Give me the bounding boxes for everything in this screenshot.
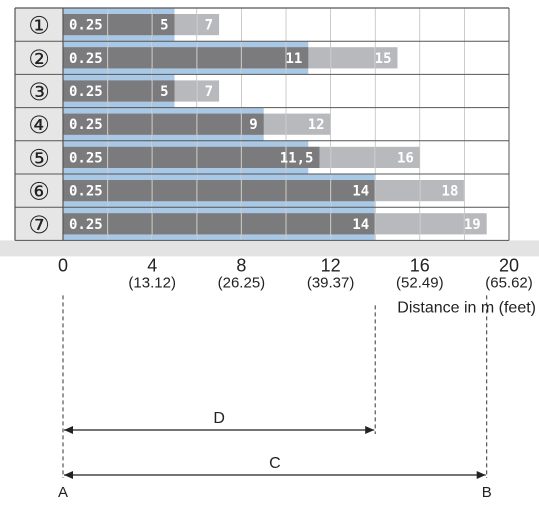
min-range-label-1: 0.25	[69, 18, 103, 34]
min-range-label-3: 0.25	[69, 84, 103, 100]
row-label-5: ⑤	[28, 144, 50, 172]
reference-point-A: A	[58, 484, 68, 501]
max-range-label-6: 18	[442, 184, 459, 200]
row-label-4: ④	[28, 111, 50, 139]
operating-range-label-5: 11,5	[280, 150, 314, 166]
x-tick-sublabel-16: (52.49)	[396, 274, 444, 291]
x-tick-sublabel-8: (26.25)	[218, 274, 266, 291]
x-tick-sublabel-4: (13.12)	[128, 274, 176, 291]
axis-band	[0, 240, 539, 257]
x-axis-label: Distance in m (feet)	[397, 299, 536, 316]
max-range-label-3: 7	[205, 84, 213, 100]
bar-operating-range-7	[63, 213, 376, 235]
x-tick-label-0: 0	[58, 255, 68, 275]
dimension-label-C: C	[269, 455, 281, 472]
operating-range-label-2: 11	[285, 51, 302, 67]
x-tick-label-20: 20	[499, 255, 519, 275]
row-label-1: ①	[28, 12, 50, 40]
dimension-arrow-end-D	[365, 426, 375, 434]
row-label-3: ③	[28, 78, 50, 106]
operating-range-label-4: 9	[249, 117, 257, 133]
max-range-label-2: 15	[375, 51, 392, 67]
min-range-label-7: 0.25	[69, 217, 103, 233]
x-tick-sublabel-12: (39.37)	[307, 274, 355, 291]
operating-range-label-3: 5	[160, 84, 168, 100]
x-tick-label-16: 16	[410, 255, 430, 275]
dimension-label-D: D	[213, 410, 225, 427]
bar-operating-range-5	[63, 146, 320, 168]
bar-operating-range-3	[63, 80, 175, 102]
bar-operating-range-1	[63, 14, 175, 36]
bar-operating-range-2	[63, 47, 309, 69]
min-range-label-6: 0.25	[69, 184, 103, 200]
operating-range-label-6: 14	[352, 184, 369, 200]
min-range-label-4: 0.25	[69, 117, 103, 133]
bar-operating-range-6	[63, 180, 376, 202]
min-range-label-5: 0.25	[69, 150, 103, 166]
operating-range-label-1: 5	[160, 18, 168, 34]
min-range-label-2: 0.25	[69, 51, 103, 67]
row-label-column	[15, 8, 63, 241]
row-label-6: ⑥	[28, 178, 50, 206]
reference-point-B: B	[482, 484, 492, 501]
operating-range-label-7: 14	[352, 217, 369, 233]
x-tick-label-4: 4	[147, 255, 157, 275]
max-range-label-5: 16	[397, 150, 414, 166]
dimension-arrow-end-C	[476, 471, 486, 479]
x-tick-sublabel-20: (65.62)	[485, 274, 533, 291]
max-range-label-7: 19	[464, 217, 481, 233]
x-tick-label-12: 12	[321, 255, 341, 275]
max-range-label-4: 12	[308, 117, 325, 133]
dimension-arrow-start-C	[64, 471, 73, 479]
dimension-arrow-start-D	[64, 426, 73, 434]
row-label-7: ⑦	[28, 211, 50, 239]
x-tick-label-8: 8	[236, 255, 246, 275]
bar-operating-range-4	[63, 113, 264, 135]
max-range-label-1: 7	[205, 18, 213, 34]
row-label-2: ②	[28, 45, 50, 73]
